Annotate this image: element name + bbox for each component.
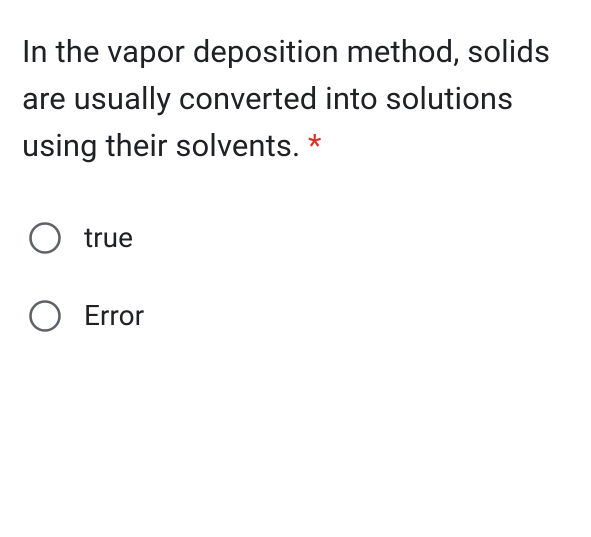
radio-icon	[28, 221, 62, 255]
required-marker: *	[308, 127, 321, 164]
option-label: Error	[84, 302, 144, 330]
option-true[interactable]: true	[28, 221, 569, 255]
question-card: In the vapor deposition method, solids a…	[0, 0, 591, 361]
radio-icon	[28, 299, 62, 333]
question-text: In the vapor deposition method, solids a…	[22, 28, 569, 169]
option-label: true	[84, 224, 133, 252]
question-text-content: In the vapor deposition method, solids a…	[22, 33, 550, 164]
options-group: true Error	[22, 221, 569, 333]
option-error[interactable]: Error	[28, 299, 569, 333]
